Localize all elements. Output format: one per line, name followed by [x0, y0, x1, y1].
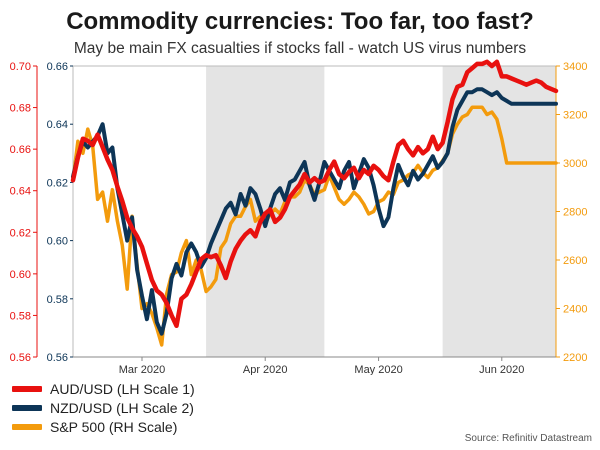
legend-item-aud: AUD/USD (LH Scale 1) — [12, 379, 195, 398]
right-tick-label-6: 3400 — [563, 61, 587, 73]
chart-title: Commodity currencies: Too far, too fast? — [66, 8, 534, 35]
left2-tick-label-3: 0.62 — [47, 177, 68, 189]
right-tick-label-1: 2400 — [563, 304, 587, 316]
left2-tick-label-4: 0.64 — [47, 119, 68, 131]
legend-swatch-aud — [12, 385, 42, 392]
legend-label-nzd: NZD/USD (LH Scale 2) — [50, 399, 194, 416]
right-tick-label-4: 3000 — [563, 158, 587, 170]
series-line-audusd — [70, 59, 559, 329]
left1-tick-label-7: 0.70 — [10, 61, 31, 73]
legend-swatch-spx — [12, 423, 42, 430]
legend-label-spx: S&P 500 (RH Scale) — [50, 418, 178, 435]
legend-label-aud: AUD/USD (LH Scale 1) — [50, 380, 195, 397]
right-tick-label-5: 3200 — [563, 110, 587, 122]
right-tick-label-2: 2600 — [563, 255, 587, 267]
x-tick-label-1: Apr 2020 — [243, 364, 288, 375]
x-tick-label-2: May 2020 — [354, 364, 402, 375]
chart-plot: 0.56 0.58 0.60 0.62 0.64 0.66 0.68 0.70 0.56 0.58… — [10, 59, 587, 375]
left1-tick-label-4: 0.64 — [10, 186, 31, 198]
series-line-nzdusd — [71, 87, 558, 336]
left1-tick-label-6: 0.68 — [10, 103, 31, 115]
legend: AUD/USD (LH Scale 1) NZD/USD (LH Scale 2… — [12, 379, 195, 436]
left1-tick-label-3: 0.62 — [10, 227, 31, 239]
right-tick-label-0: 2200 — [563, 352, 587, 364]
left2-tick-label-1: 0.58 — [47, 294, 68, 306]
legend-item-nzd: NZD/USD (LH Scale 2) — [12, 398, 195, 417]
x-tick-label-0: Mar 2020 — [119, 364, 165, 375]
left2-tick-label-5: 0.66 — [47, 61, 68, 73]
legend-item-spx: S&P 500 (RH Scale) — [12, 417, 195, 436]
right-tick-label-3: 2800 — [563, 207, 587, 219]
legend-swatch-nzd — [12, 404, 42, 411]
left2-tick-label-2: 0.60 — [47, 236, 68, 248]
left1-tick-label-0: 0.56 — [10, 352, 31, 364]
left1-tick-label-5: 0.66 — [10, 144, 31, 156]
left1-tick-label-2: 0.60 — [10, 269, 31, 281]
left1-tick-label-1: 0.58 — [10, 310, 31, 322]
chart-subtitle: May be main FX casualties if stocks fall… — [73, 40, 527, 57]
source-note: Source: Refinitiv Datastream — [464, 433, 592, 444]
shaded-period-2 — [442, 66, 556, 357]
left2-tick-label-0: 0.56 — [47, 352, 68, 364]
x-tick-label-3: Jun 2020 — [479, 364, 524, 375]
